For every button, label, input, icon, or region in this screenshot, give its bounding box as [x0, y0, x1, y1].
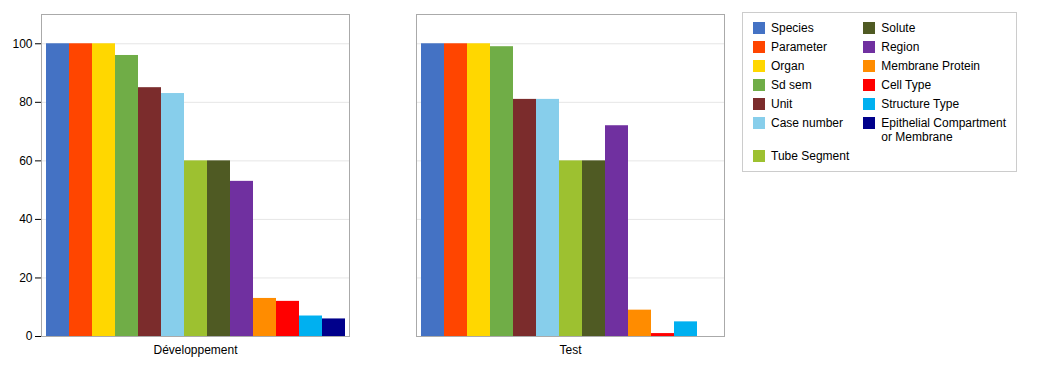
svg-text:100: 100	[12, 37, 32, 51]
html-text:Membrane Protein: Membrane Protein	[881, 59, 980, 73]
svg-text:Test: Test	[559, 343, 582, 357]
html-text:Unit: Unit	[771, 97, 793, 111]
svg-text:60: 60	[19, 154, 33, 168]
html-text:Species: Species	[771, 21, 814, 35]
html-text:Region: Region	[881, 40, 920, 54]
svg-text:Développement: Développement	[153, 343, 238, 357]
html-text:Case number: Case number	[771, 116, 843, 130]
html-text:Epithelial Compartment or Memb: Epithelial Compartment or Membrane	[881, 116, 1006, 144]
html-text:Structure Type: Structure Type	[881, 97, 960, 111]
html-text:Solute: Solute	[881, 21, 916, 35]
html-text:Sd sem: Sd sem	[771, 78, 812, 92]
svg-text:40: 40	[19, 212, 33, 226]
html-text:Tube Segment: Tube Segment	[771, 149, 850, 163]
html-text:Organ: Organ	[771, 59, 805, 73]
svg-text:80: 80	[19, 95, 33, 109]
html-text:Cell Type: Cell Type	[881, 78, 932, 92]
svg-text:20: 20	[19, 271, 33, 285]
svg-text:0: 0	[26, 329, 33, 343]
html-text:Parameter: Parameter	[771, 40, 827, 54]
